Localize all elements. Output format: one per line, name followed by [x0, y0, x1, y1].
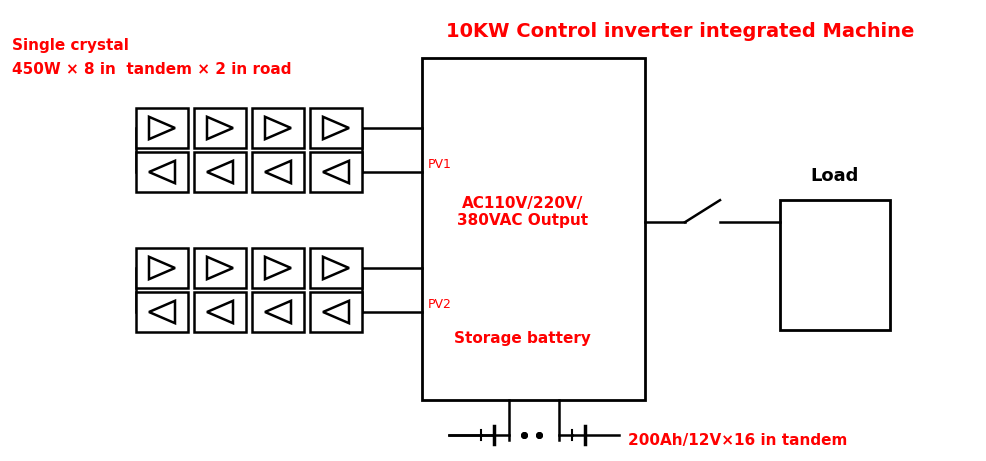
Text: 10KW Control inverter integrated Machine: 10KW Control inverter integrated Machine [446, 22, 913, 41]
Bar [136, 292, 187, 332]
Bar [194, 152, 246, 192]
Text: 450W × 8 in  tandem × 2 in road: 450W × 8 in tandem × 2 in road [12, 62, 291, 77]
Bar [136, 152, 187, 192]
Text: PV1: PV1 [428, 158, 452, 171]
Bar [194, 108, 246, 148]
Text: 200Ah/12V×16 in tandem: 200Ah/12V×16 in tandem [628, 432, 847, 448]
Text: Single crystal: Single crystal [12, 38, 129, 53]
Bar [422, 58, 644, 400]
Bar [310, 152, 362, 192]
Text: Load: Load [810, 167, 859, 185]
Bar [310, 108, 362, 148]
Bar [251, 108, 304, 148]
Text: Storage battery: Storage battery [454, 331, 591, 346]
Bar [310, 292, 362, 332]
Bar [136, 108, 187, 148]
Bar [310, 248, 362, 288]
Bar [251, 248, 304, 288]
Bar [779, 200, 889, 330]
Bar [194, 292, 246, 332]
Text: AC110V/220V/
380VAC Output: AC110V/220V/ 380VAC Output [457, 196, 588, 228]
Text: PV2: PV2 [428, 298, 452, 311]
Bar [136, 248, 187, 288]
Bar [194, 248, 246, 288]
Bar [251, 152, 304, 192]
Bar [251, 292, 304, 332]
